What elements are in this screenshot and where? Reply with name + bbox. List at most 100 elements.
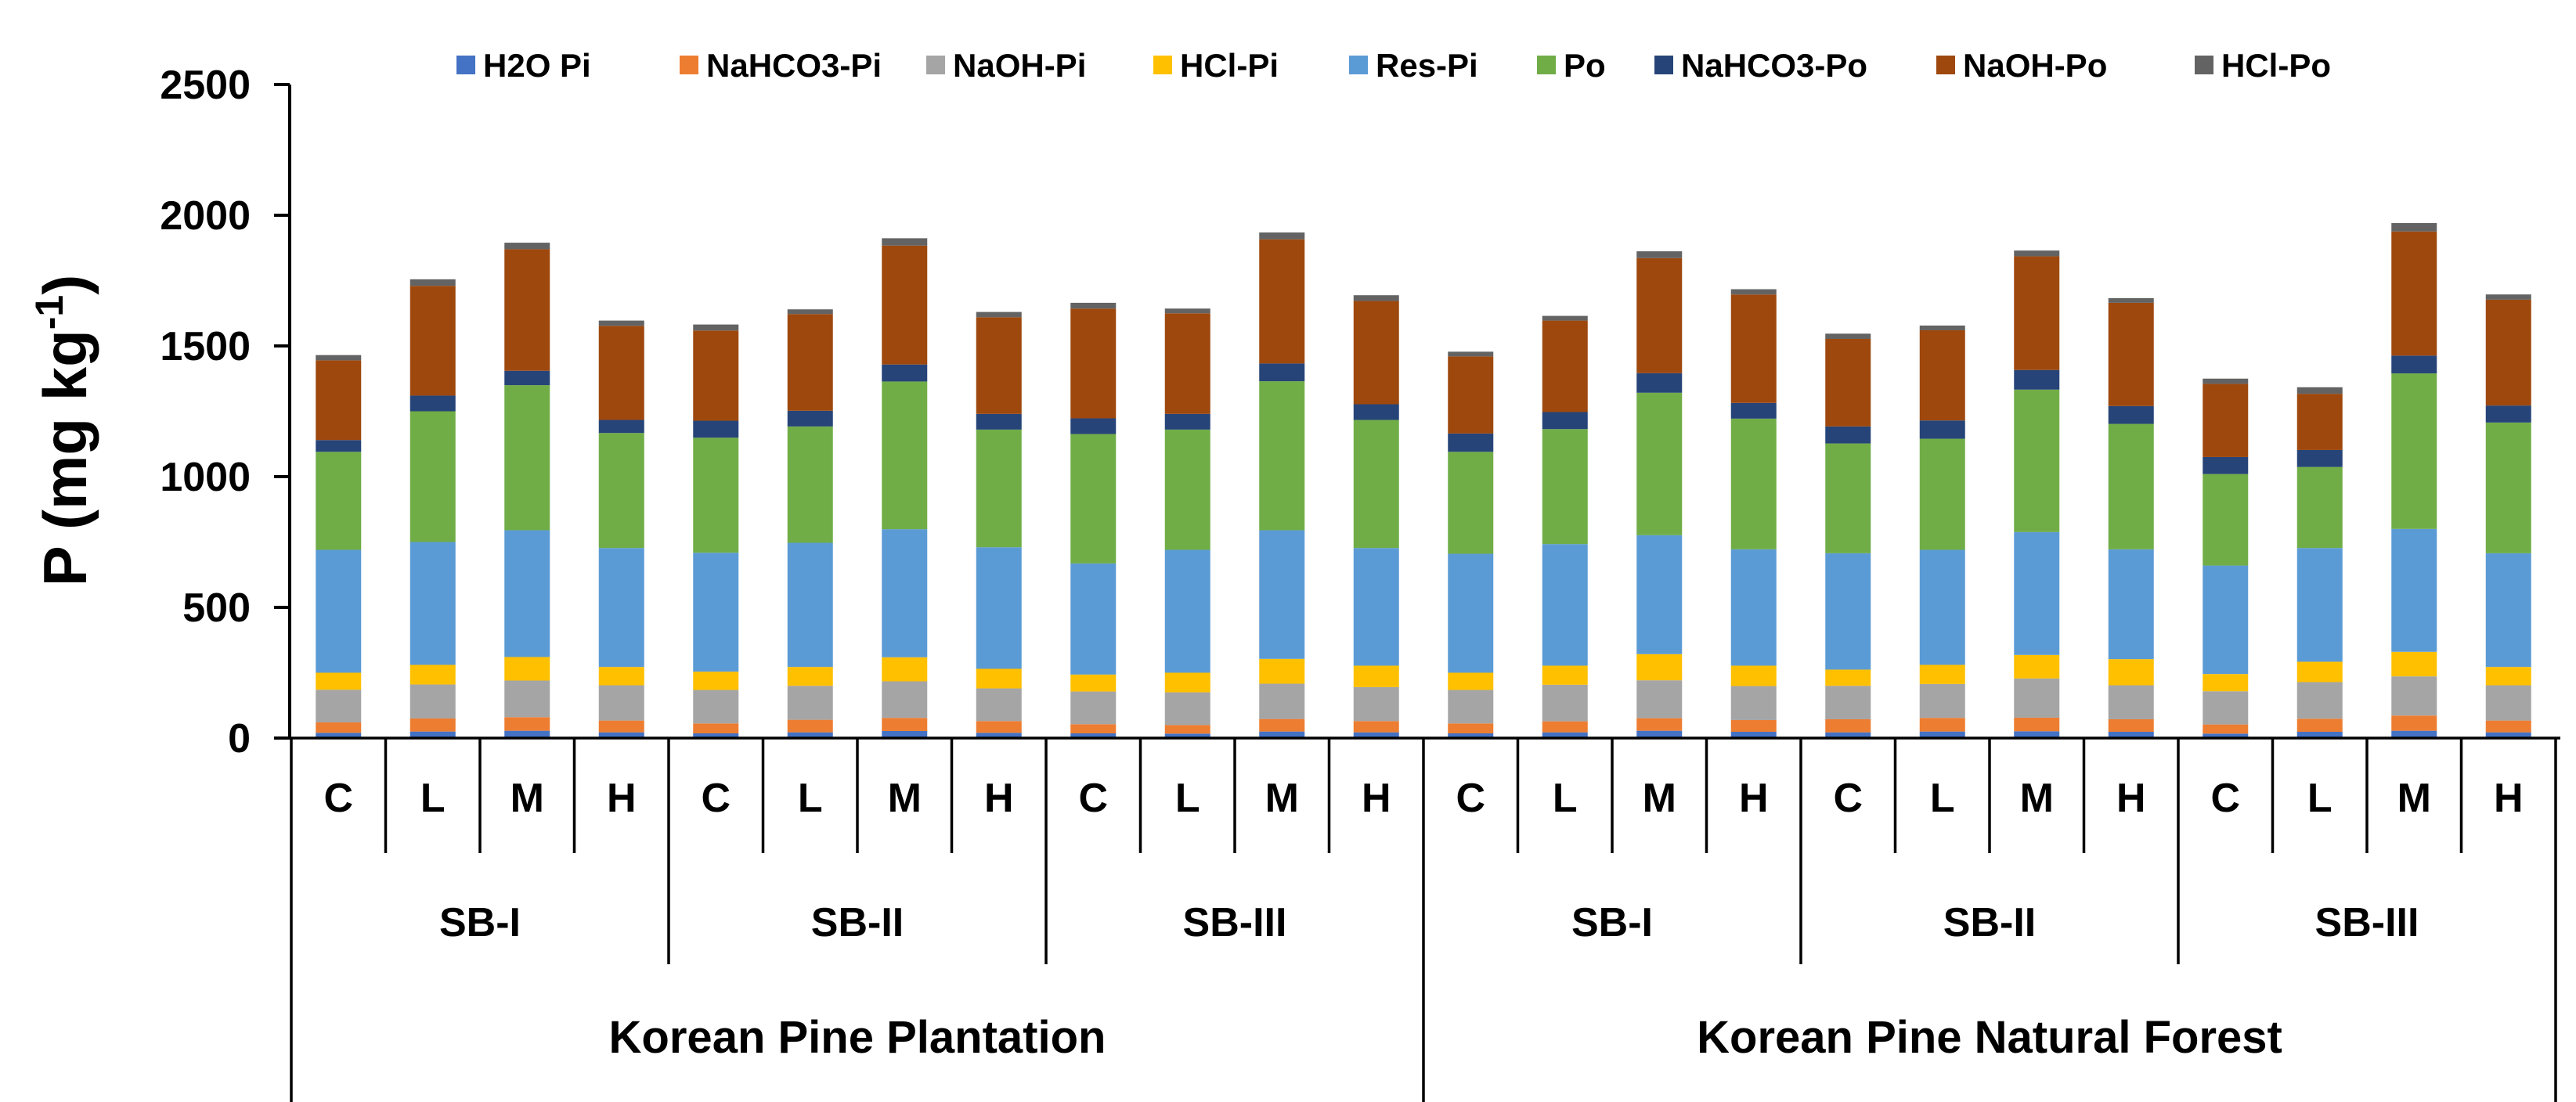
bar-segment (1448, 356, 1494, 434)
bar-segment (1919, 664, 1965, 684)
y-axis-label-close: ) (31, 275, 99, 295)
bar-segment (1636, 257, 1683, 373)
bar-segment (693, 690, 739, 724)
bar-stack (693, 324, 739, 738)
bar-segment (316, 355, 362, 361)
bar-segment (1259, 718, 1305, 732)
bar-segment (976, 413, 1022, 430)
bar-segment (316, 722, 362, 733)
legend-item: NaOH-Pi (926, 47, 1086, 84)
bar-segment (1164, 308, 1210, 314)
bar-stack (2485, 294, 2531, 738)
bar-segment (2485, 422, 2531, 553)
bar-segment (2203, 456, 2249, 474)
bar-segment (2108, 423, 2154, 549)
bar-segment (1353, 295, 1399, 301)
category-label: H (2116, 776, 2146, 821)
legend-label: NaOH-Pi (953, 47, 1086, 84)
bar-segment (1353, 420, 1399, 549)
bar-segment (2296, 449, 2343, 467)
bar-stack (409, 279, 456, 738)
bar-segment (598, 420, 644, 434)
bar-segment (2108, 549, 2154, 660)
bar-segment (2014, 654, 2060, 679)
bar-segment (504, 730, 550, 738)
bar-segment (882, 681, 928, 718)
bar-segment (409, 411, 456, 542)
bar-segment (2296, 731, 2343, 738)
bar-segment (1164, 672, 1210, 693)
bar-segment (1353, 301, 1399, 405)
bar-segment (1353, 404, 1399, 420)
bar-segment (1636, 680, 1683, 718)
bar-segment (787, 314, 833, 411)
bar-segment (504, 249, 550, 371)
bar-segment (1825, 732, 1871, 738)
legend-item: Po (1537, 47, 1606, 84)
bar-segment (409, 542, 456, 665)
bar-segment (2391, 676, 2437, 716)
group-label: SB-III (1183, 900, 1287, 945)
bar-segment (598, 732, 644, 738)
category-label: L (420, 776, 446, 821)
bar-segment (1448, 351, 1494, 357)
bar-segment (1825, 338, 1871, 427)
bar-segment (1919, 325, 1965, 330)
legend-swatch (1349, 56, 1368, 74)
bar-segment (1070, 724, 1117, 733)
category-label: M (1643, 776, 1676, 821)
bar-segment (2014, 250, 2060, 257)
bar-segment (2391, 651, 2437, 677)
bar-segment (1259, 381, 1305, 531)
bar-segment (1353, 665, 1399, 687)
y-axis-label: P (mg kg-1) (27, 275, 99, 586)
bar-stack (316, 355, 362, 738)
bar-segment (1919, 330, 1965, 421)
bar-segment (1259, 239, 1305, 364)
y-tick-label: 2500 (160, 63, 251, 108)
legend-swatch (1537, 56, 1556, 74)
bar-segment (787, 686, 833, 720)
bar-segment (1919, 549, 1965, 665)
bar-segment (1164, 429, 1210, 550)
bar-segment (976, 312, 1022, 318)
bar-segment (504, 530, 550, 657)
y-tick-label: 2000 (160, 193, 251, 239)
bar-segment (2485, 732, 2531, 738)
bar-segment (1164, 313, 1210, 414)
bar-segment (409, 286, 456, 396)
bar-stack (2296, 387, 2343, 738)
category-label: H (2494, 776, 2524, 821)
bar-segment (1730, 294, 1777, 403)
bar-segment (1636, 251, 1683, 258)
bar-segment (976, 688, 1022, 722)
bar-segment (882, 364, 928, 382)
bar-stack (1070, 302, 1117, 738)
bar-segment (787, 410, 833, 427)
bar-segment (1919, 718, 1965, 732)
bar-segment (1542, 544, 1588, 666)
bar-stack (2108, 297, 2154, 738)
category-label: M (888, 776, 922, 821)
bar-segment (504, 243, 550, 250)
y-tick-label: 0 (228, 716, 251, 762)
bar-segment (316, 733, 362, 738)
bar-segment (1259, 658, 1305, 684)
bar-segment (2108, 718, 2154, 732)
bar-segment (316, 672, 362, 690)
group-label: SB-III (2315, 900, 2419, 945)
bar-segment (2296, 548, 2343, 662)
legend-label: HCl-Po (2221, 47, 2331, 84)
bar-segment (1164, 413, 1210, 430)
category-label: M (2020, 776, 2054, 821)
bar-segment (1730, 686, 1777, 720)
bar-segment (787, 542, 833, 668)
bar-segment (1070, 674, 1117, 692)
bar-segment (1070, 308, 1117, 419)
bar-segment (1259, 530, 1305, 659)
bar-segment (2203, 378, 2249, 384)
bar-segment (1542, 412, 1588, 430)
bar-segment (2296, 466, 2343, 549)
bar-segment (882, 657, 928, 682)
bar-segment (1919, 438, 1965, 550)
